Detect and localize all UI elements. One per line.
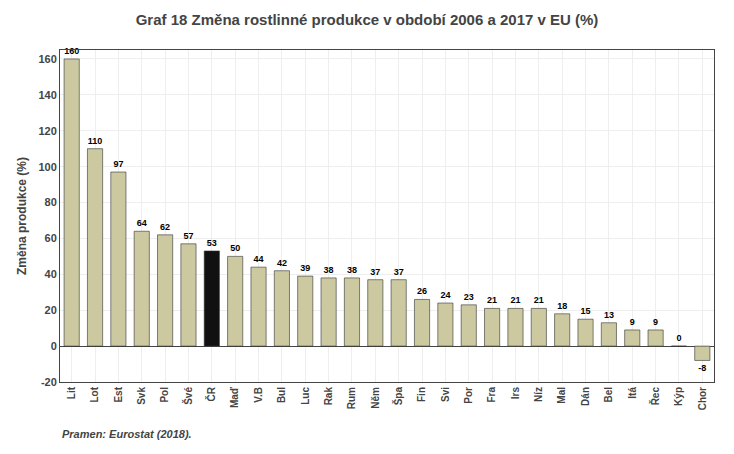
svg-text:Pramen: Eurostat (2018).: Pramen: Eurostat (2018). xyxy=(62,428,192,440)
svg-text:Por: Por xyxy=(463,387,474,404)
svg-text:Fin: Fin xyxy=(416,387,427,402)
svg-text:Fra: Fra xyxy=(486,387,497,403)
svg-text:Svi: Svi xyxy=(440,387,451,402)
svg-text:Rak: Rak xyxy=(323,387,334,406)
svg-text:Itá: Itá xyxy=(627,387,638,399)
svg-text:120: 120 xyxy=(38,125,56,137)
svg-text:140: 140 xyxy=(38,89,56,101)
svg-text:21: 21 xyxy=(487,295,497,305)
svg-text:Něm: Něm xyxy=(370,387,381,409)
svg-text:100: 100 xyxy=(38,161,56,173)
svg-text:24: 24 xyxy=(440,290,450,300)
svg-text:-8: -8 xyxy=(698,363,706,373)
svg-text:39: 39 xyxy=(300,263,310,273)
svg-text:0: 0 xyxy=(51,340,57,352)
svg-text:0: 0 xyxy=(676,333,681,343)
svg-text:21: 21 xyxy=(510,295,520,305)
svg-text:Svk: Svk xyxy=(136,387,147,405)
svg-text:Špa: Špa xyxy=(392,387,404,406)
svg-text:Změna produkce (%): Změna produkce (%) xyxy=(15,157,29,275)
svg-text:44: 44 xyxy=(254,254,264,264)
svg-text:Kýp: Kýp xyxy=(673,387,684,406)
svg-text:Řec: Řec xyxy=(649,387,661,406)
svg-text:Graf 18 Změna rostlinné produk: Graf 18 Změna rostlinné produkce v obdob… xyxy=(136,11,599,28)
svg-text:Luc: Luc xyxy=(300,387,311,405)
svg-text:Mal: Mal xyxy=(556,387,567,404)
svg-text:64: 64 xyxy=(137,218,147,228)
svg-text:97: 97 xyxy=(113,159,123,169)
svg-text:Bel: Bel xyxy=(603,387,614,403)
svg-text:-20: -20 xyxy=(41,376,57,388)
svg-text:Lot: Lot xyxy=(89,386,100,402)
svg-text:26: 26 xyxy=(417,286,427,296)
svg-text:50: 50 xyxy=(230,243,240,253)
svg-text:62: 62 xyxy=(160,222,170,232)
svg-text:Maď: Maď xyxy=(229,386,240,408)
svg-text:Chor: Chor xyxy=(697,387,708,410)
svg-text:60: 60 xyxy=(45,232,57,244)
svg-text:13: 13 xyxy=(604,310,614,320)
svg-text:38: 38 xyxy=(324,265,334,275)
svg-text:18: 18 xyxy=(557,301,567,311)
svg-text:9: 9 xyxy=(630,317,635,327)
svg-text:80: 80 xyxy=(45,196,57,208)
svg-text:Lit: Lit xyxy=(66,386,77,399)
svg-text:38: 38 xyxy=(347,265,357,275)
svg-text:15: 15 xyxy=(581,306,591,316)
svg-text:ČR: ČR xyxy=(205,386,217,401)
svg-text:53: 53 xyxy=(207,238,217,248)
svg-text:110: 110 xyxy=(88,136,103,146)
svg-text:Švé: Švé xyxy=(182,387,194,405)
svg-text:Dán: Dán xyxy=(580,387,591,406)
svg-text:40: 40 xyxy=(45,268,57,280)
svg-text:Pol: Pol xyxy=(159,387,170,403)
svg-text:21: 21 xyxy=(534,295,544,305)
svg-text:160: 160 xyxy=(38,53,56,65)
svg-text:37: 37 xyxy=(370,267,380,277)
svg-text:Bul: Bul xyxy=(276,387,287,403)
svg-text:Rum: Rum xyxy=(346,387,357,409)
svg-text:Irs: Irs xyxy=(510,387,521,400)
svg-text:57: 57 xyxy=(183,231,193,241)
svg-text:160: 160 xyxy=(64,46,79,56)
svg-text:20: 20 xyxy=(45,304,57,316)
svg-text:9: 9 xyxy=(653,317,658,327)
svg-text:37: 37 xyxy=(394,267,404,277)
svg-text:V.B: V.B xyxy=(253,387,264,403)
svg-text:23: 23 xyxy=(464,292,474,302)
svg-text:Níz: Níz xyxy=(533,387,544,402)
svg-text:42: 42 xyxy=(277,258,287,268)
svg-text:Est: Est xyxy=(113,386,124,402)
